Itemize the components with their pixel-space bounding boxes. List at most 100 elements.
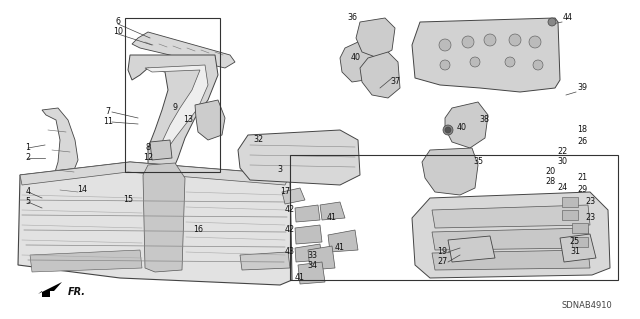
Text: 28: 28 [545, 176, 555, 186]
Circle shape [484, 34, 496, 46]
Text: 26: 26 [577, 137, 587, 145]
Text: 24: 24 [557, 183, 567, 192]
Text: SDNAB4910: SDNAB4910 [561, 301, 612, 310]
Text: 10: 10 [113, 27, 123, 36]
Polygon shape [240, 252, 290, 270]
Text: 29: 29 [577, 186, 587, 195]
Text: 21: 21 [577, 174, 587, 182]
Text: 6: 6 [115, 18, 120, 26]
Polygon shape [432, 250, 590, 270]
Polygon shape [572, 223, 588, 233]
Text: 33: 33 [307, 250, 317, 259]
Polygon shape [562, 210, 578, 220]
Polygon shape [20, 162, 290, 185]
Polygon shape [128, 55, 218, 172]
Text: 42: 42 [285, 226, 295, 234]
Text: 19: 19 [437, 247, 447, 256]
Polygon shape [143, 163, 185, 272]
Text: 41: 41 [295, 273, 305, 283]
Text: 36: 36 [347, 12, 357, 21]
Text: 32: 32 [253, 136, 263, 145]
Text: 27: 27 [437, 257, 447, 266]
Polygon shape [30, 250, 142, 272]
Polygon shape [448, 236, 495, 262]
Polygon shape [572, 237, 588, 247]
Polygon shape [195, 100, 225, 140]
Polygon shape [38, 282, 62, 297]
Text: 15: 15 [123, 196, 133, 204]
Circle shape [470, 57, 480, 67]
Text: 31: 31 [570, 248, 580, 256]
Text: 16: 16 [193, 226, 203, 234]
Circle shape [533, 60, 543, 70]
Circle shape [445, 127, 451, 133]
Polygon shape [295, 205, 320, 222]
Text: 8: 8 [145, 144, 150, 152]
Polygon shape [432, 205, 590, 228]
Polygon shape [356, 18, 395, 58]
Circle shape [505, 57, 515, 67]
Text: 12: 12 [143, 153, 153, 162]
Text: 5: 5 [26, 197, 31, 206]
Polygon shape [298, 262, 325, 284]
Text: 41: 41 [335, 243, 345, 253]
Circle shape [443, 125, 453, 135]
Text: 3: 3 [278, 166, 282, 174]
Text: 34: 34 [307, 262, 317, 271]
Text: 37: 37 [390, 78, 400, 86]
Text: 4: 4 [26, 188, 31, 197]
Text: 38: 38 [479, 115, 489, 124]
Text: 43: 43 [285, 248, 295, 256]
Polygon shape [295, 225, 322, 244]
Polygon shape [42, 108, 78, 212]
Polygon shape [308, 246, 335, 270]
Text: 42: 42 [285, 205, 295, 214]
Polygon shape [412, 18, 560, 92]
Text: 23: 23 [585, 213, 595, 222]
Text: 25: 25 [570, 236, 580, 246]
Polygon shape [445, 102, 488, 148]
Text: 18: 18 [577, 125, 587, 135]
Polygon shape [38, 208, 72, 248]
Polygon shape [295, 244, 322, 262]
Circle shape [509, 34, 521, 46]
Text: 22: 22 [557, 146, 567, 155]
Circle shape [439, 39, 451, 51]
Text: 40: 40 [457, 123, 467, 132]
Bar [125, 18, 220, 172]
Circle shape [462, 36, 474, 48]
Text: 13: 13 [183, 115, 193, 123]
Circle shape [440, 60, 450, 70]
Polygon shape [340, 42, 375, 82]
Polygon shape [562, 197, 578, 207]
Text: 30: 30 [557, 158, 567, 167]
Text: FR.: FR. [68, 287, 86, 297]
Text: 39: 39 [577, 84, 587, 93]
Text: 17: 17 [280, 188, 290, 197]
Polygon shape [18, 162, 292, 285]
Polygon shape [432, 228, 590, 250]
Text: 35: 35 [473, 158, 483, 167]
Polygon shape [145, 65, 208, 148]
Polygon shape [320, 202, 345, 220]
Polygon shape [360, 52, 400, 98]
Text: 40: 40 [351, 54, 361, 63]
Polygon shape [238, 130, 360, 185]
Polygon shape [422, 148, 478, 195]
Text: 41: 41 [327, 213, 337, 222]
Text: 2: 2 [26, 153, 31, 162]
Text: 7: 7 [106, 108, 111, 116]
Polygon shape [412, 192, 610, 278]
Text: 23: 23 [585, 197, 595, 206]
Text: 1: 1 [26, 144, 31, 152]
Circle shape [548, 18, 556, 26]
Polygon shape [560, 234, 596, 262]
Text: 11: 11 [103, 117, 113, 127]
Polygon shape [328, 230, 358, 252]
Text: 44: 44 [563, 12, 573, 21]
Polygon shape [282, 188, 305, 204]
Bar [290, 155, 618, 280]
Text: 14: 14 [77, 186, 87, 195]
Polygon shape [132, 32, 235, 68]
Text: 20: 20 [545, 167, 555, 175]
